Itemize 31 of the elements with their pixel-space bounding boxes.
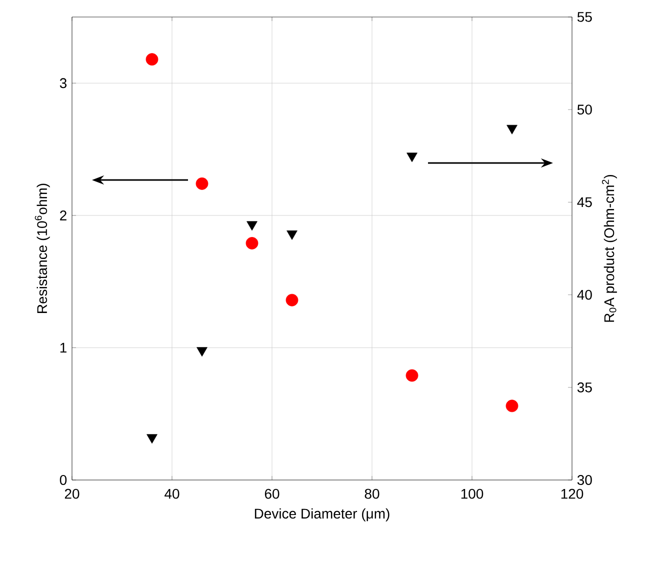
y-tick-label: 0 <box>60 475 67 485</box>
point <box>506 400 518 412</box>
point <box>286 294 298 306</box>
y2-tick-label: 35 <box>577 382 592 392</box>
y2-tick-label: 55 <box>577 12 592 22</box>
y2-tick-label: 30 <box>577 475 592 485</box>
y2-tick-label: 40 <box>577 290 592 300</box>
x-tick-label: 80 <box>364 488 380 499</box>
point <box>506 124 518 134</box>
point <box>196 177 208 190</box>
x-tick-label: 100 <box>461 488 484 499</box>
point <box>406 152 418 162</box>
x-tick-label: 40 <box>164 488 180 499</box>
y-tick-label: 1 <box>60 342 66 353</box>
y2-tick-label: 45 <box>577 197 592 208</box>
x-tick-label: 20 <box>64 488 80 499</box>
point <box>196 347 208 357</box>
y-axis-title: Resistance (10$^{6}$ohm) <box>34 184 50 313</box>
x-axis-title: Device Diameter (μm) <box>254 508 390 522</box>
y-tick-label: 3 <box>60 78 67 88</box>
y-tick-label: 2 <box>60 210 66 220</box>
point <box>146 53 158 66</box>
point <box>246 237 258 250</box>
point <box>246 221 258 231</box>
x-tick-label: 120 <box>561 488 584 499</box>
y2-axis-title: R$_{0}$A product (Ohm-cm$^{2}$) <box>602 174 617 322</box>
point <box>146 434 158 444</box>
point <box>406 369 418 382</box>
x-tick-label: 60 <box>264 488 280 499</box>
point <box>286 230 298 240</box>
y2-tick-label: 50 <box>577 104 592 115</box>
